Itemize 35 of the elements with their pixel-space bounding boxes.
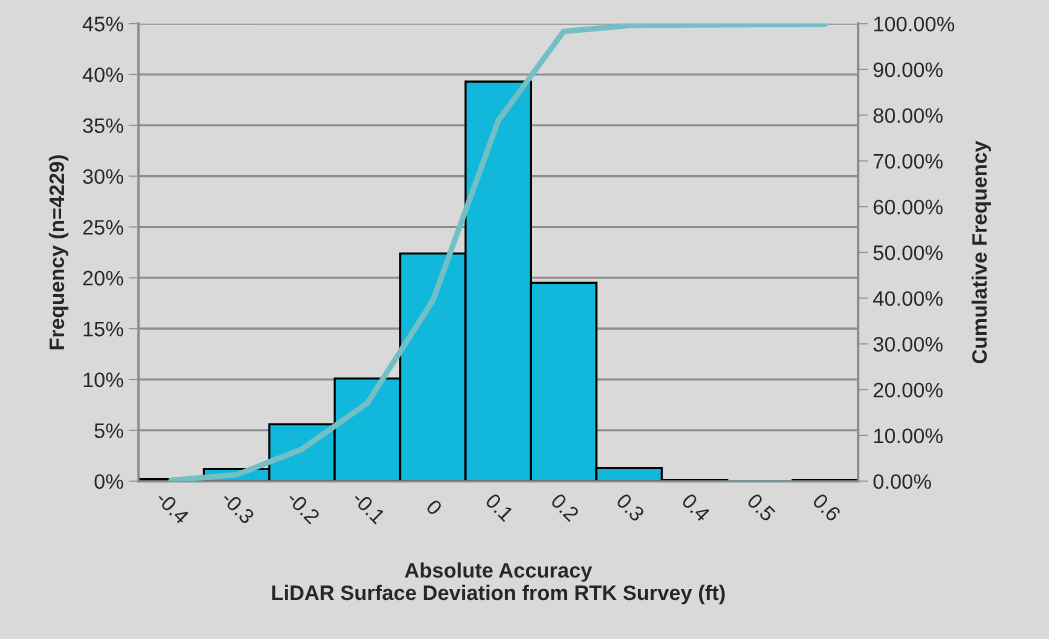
y2-tick-label: 0.00% xyxy=(873,474,931,489)
y-tick-label: 35% xyxy=(82,118,124,134)
y-tick-label: 20% xyxy=(83,270,124,286)
y-tick-label: 25% xyxy=(83,219,124,235)
y-tick-label: 45% xyxy=(82,16,124,32)
y2-tick-label: 80.00% xyxy=(873,108,943,123)
x-tick-label: 0.3 xyxy=(615,492,646,523)
y2-tick-label: 70.00% xyxy=(873,153,943,169)
y2-tick-label: 50.00% xyxy=(873,245,943,261)
y2-tick-label: 90.00% xyxy=(873,62,943,78)
x-tick-label: -0.3 xyxy=(220,490,256,525)
y2-tick-label: 10.00% xyxy=(874,428,943,444)
x-tick-label: -0.2 xyxy=(286,490,321,525)
y2-tick-label: 20.00% xyxy=(873,382,943,398)
y2-tick-label: 60.00% xyxy=(873,199,943,215)
x-tick-label: 0.4 xyxy=(680,492,711,523)
y-tick-label: 10% xyxy=(83,372,124,388)
y-tick-label: 30% xyxy=(82,169,124,184)
x-tick-label: 0 xyxy=(425,498,443,517)
x-tick-label: -0.1 xyxy=(351,490,386,525)
y-tick-label: 5% xyxy=(94,423,124,439)
y2-tick-label: 100.00% xyxy=(874,16,955,32)
y2-axis-title: Cumulative Frequency xyxy=(971,140,991,364)
x-tick-label: 0.1 xyxy=(484,492,515,523)
x-tick-label: 0.5 xyxy=(746,492,777,523)
y-tick-label: 40% xyxy=(82,67,124,83)
y-axis-title: Frequency (n=4229) xyxy=(48,155,69,350)
y2-tick-label: 40.00% xyxy=(873,291,943,306)
x-axis-title: Absolute Accuracy LiDAR Surface Deviation from RTK Survey (ft) xyxy=(272,562,725,605)
y-tick-label: 15% xyxy=(83,321,124,337)
x-tick-label: 0.2 xyxy=(550,492,580,523)
y-tick-label: 0% xyxy=(94,474,124,489)
x-tick-label: 0.6 xyxy=(811,492,842,523)
y2-tick-label: 30.00% xyxy=(873,336,943,352)
x-tick-label: -0.4 xyxy=(155,490,190,525)
